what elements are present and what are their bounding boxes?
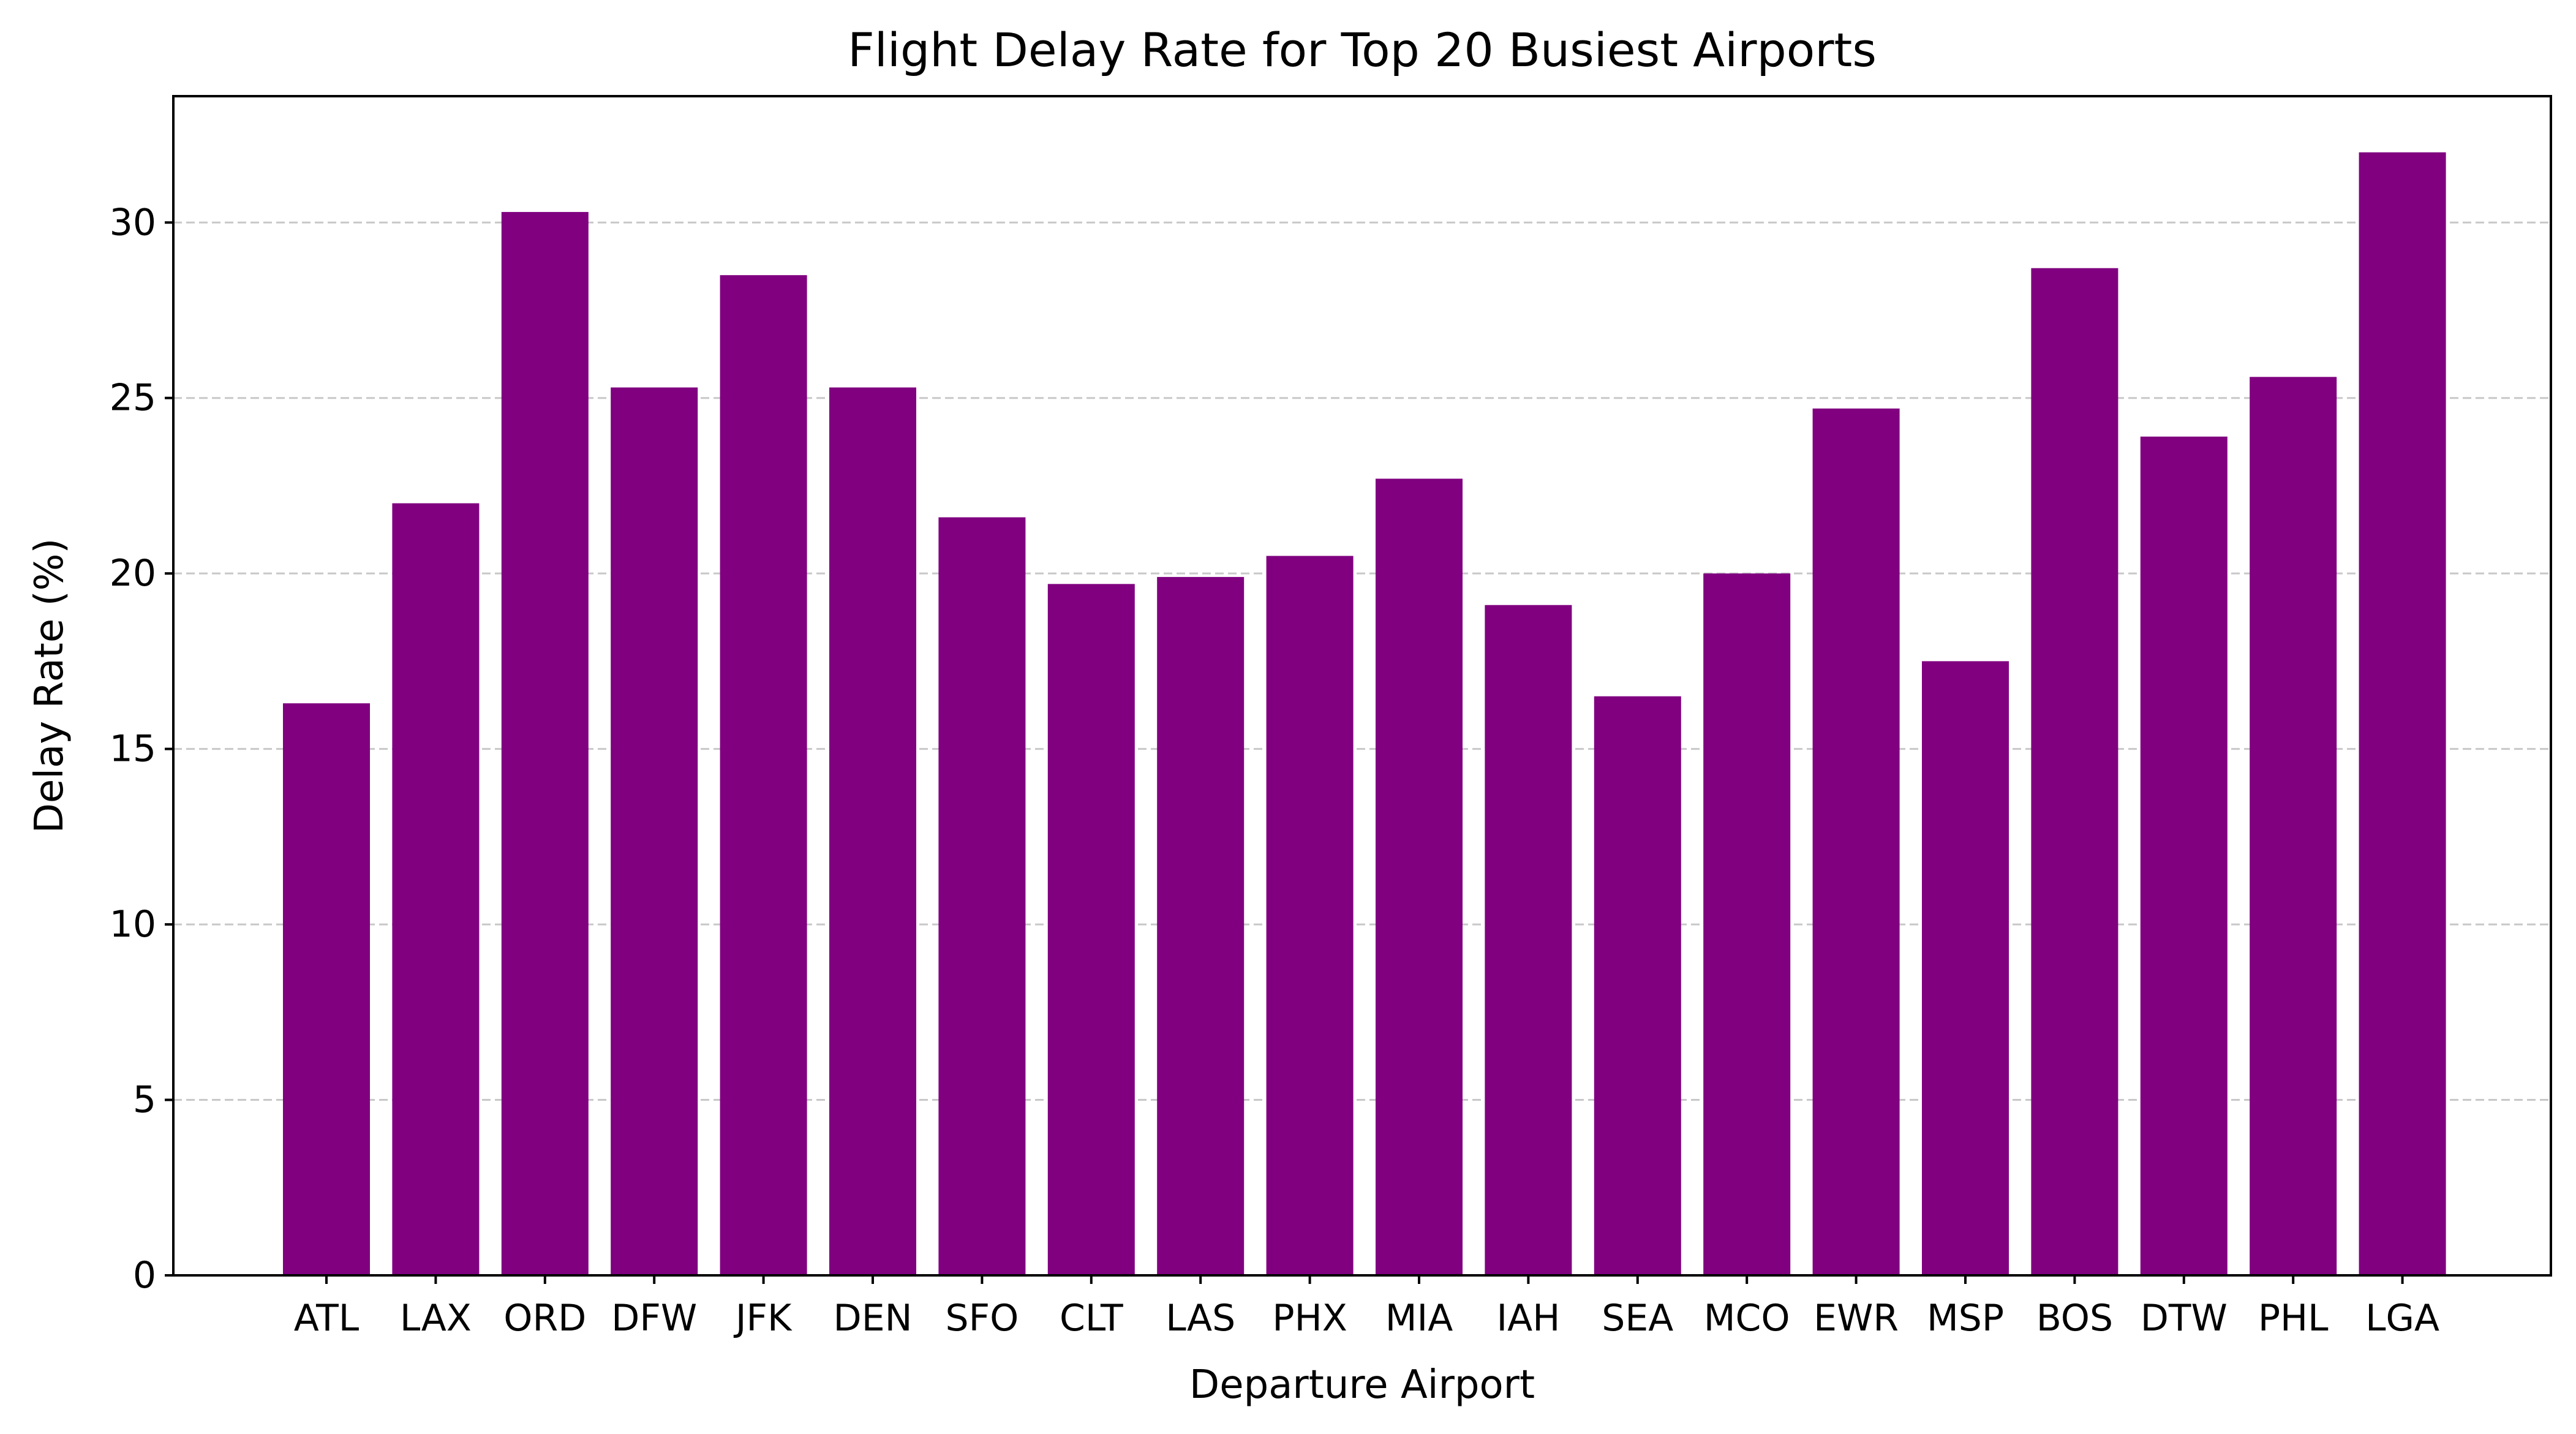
bar-sea bbox=[1594, 696, 1681, 1275]
bar-phx bbox=[1266, 556, 1354, 1276]
x-tick-label: LAX bbox=[400, 1297, 472, 1340]
x-tick-label: MCO bbox=[1704, 1297, 1790, 1340]
y-axis-ticks: 0 5 10 15 20 25 30 bbox=[110, 201, 173, 1297]
x-tick-label: BOS bbox=[2036, 1297, 2113, 1340]
bar-dfw bbox=[611, 387, 698, 1276]
x-tick-label: LAS bbox=[1166, 1297, 1235, 1340]
bar-den bbox=[829, 387, 916, 1276]
x-tick-label: DTW bbox=[2141, 1297, 2228, 1340]
x-tick-label: ATL bbox=[294, 1297, 360, 1340]
bar-lax bbox=[392, 503, 480, 1276]
x-axis-ticks: ATL LAX ORD DFW JFK DEN SFO CLT LAS PHX MIA IAH SEA M… bbox=[294, 1275, 2439, 1340]
x-tick-label: DEN bbox=[834, 1297, 913, 1340]
x-tick-label: IAH bbox=[1496, 1297, 1560, 1340]
x-axis-title: Departure Airport bbox=[1189, 1362, 1535, 1408]
bar-bos bbox=[2031, 268, 2118, 1276]
x-tick-label: ORD bbox=[503, 1297, 586, 1340]
bar-jfk bbox=[720, 275, 807, 1275]
x-tick-label: MSP bbox=[1927, 1297, 2004, 1340]
y-tick-label: 25 bbox=[110, 377, 156, 420]
bar-lga bbox=[2359, 152, 2446, 1276]
bar-mia bbox=[1376, 478, 1463, 1275]
bar-las bbox=[1157, 576, 1245, 1276]
y-tick-label: 5 bbox=[133, 1079, 156, 1122]
x-tick-label: SFO bbox=[945, 1297, 1019, 1340]
bar-atl bbox=[283, 703, 370, 1275]
bars bbox=[283, 152, 2446, 1276]
y-tick-label: 10 bbox=[110, 903, 156, 946]
x-tick-label: PHL bbox=[2258, 1297, 2329, 1340]
y-tick-label: 15 bbox=[110, 728, 156, 771]
plot-frame bbox=[172, 95, 2552, 1277]
x-tick-label: LGA bbox=[2365, 1297, 2439, 1340]
bar-dtw bbox=[2140, 436, 2228, 1275]
x-tick-label: JFK bbox=[733, 1297, 793, 1340]
x-tick-label: SEA bbox=[1602, 1297, 1673, 1340]
x-tick-label: CLT bbox=[1060, 1297, 1123, 1340]
bar-phl bbox=[2250, 377, 2337, 1276]
x-tick-label: EWR bbox=[1813, 1297, 1899, 1340]
x-tick-label: MIA bbox=[1385, 1297, 1453, 1340]
bar-msp bbox=[1922, 661, 2009, 1275]
y-tick-label: 0 bbox=[133, 1254, 156, 1297]
bar-sfo bbox=[938, 517, 1026, 1275]
chart-title: Flight Delay Rate for Top 20 Busiest Air… bbox=[848, 23, 1877, 77]
bar-ewr bbox=[1812, 408, 1900, 1276]
bar-clt bbox=[1047, 584, 1135, 1275]
x-tick-label: PHX bbox=[1272, 1297, 1347, 1340]
y-tick-label: 30 bbox=[110, 201, 156, 244]
bar-ord bbox=[501, 212, 589, 1275]
bar-iah bbox=[1485, 605, 1572, 1275]
bar-mco bbox=[1703, 573, 1791, 1275]
x-tick-label: DFW bbox=[611, 1297, 697, 1340]
y-tick-label: 20 bbox=[110, 552, 156, 595]
y-axis-title: Delay Rate (%) bbox=[27, 538, 72, 834]
